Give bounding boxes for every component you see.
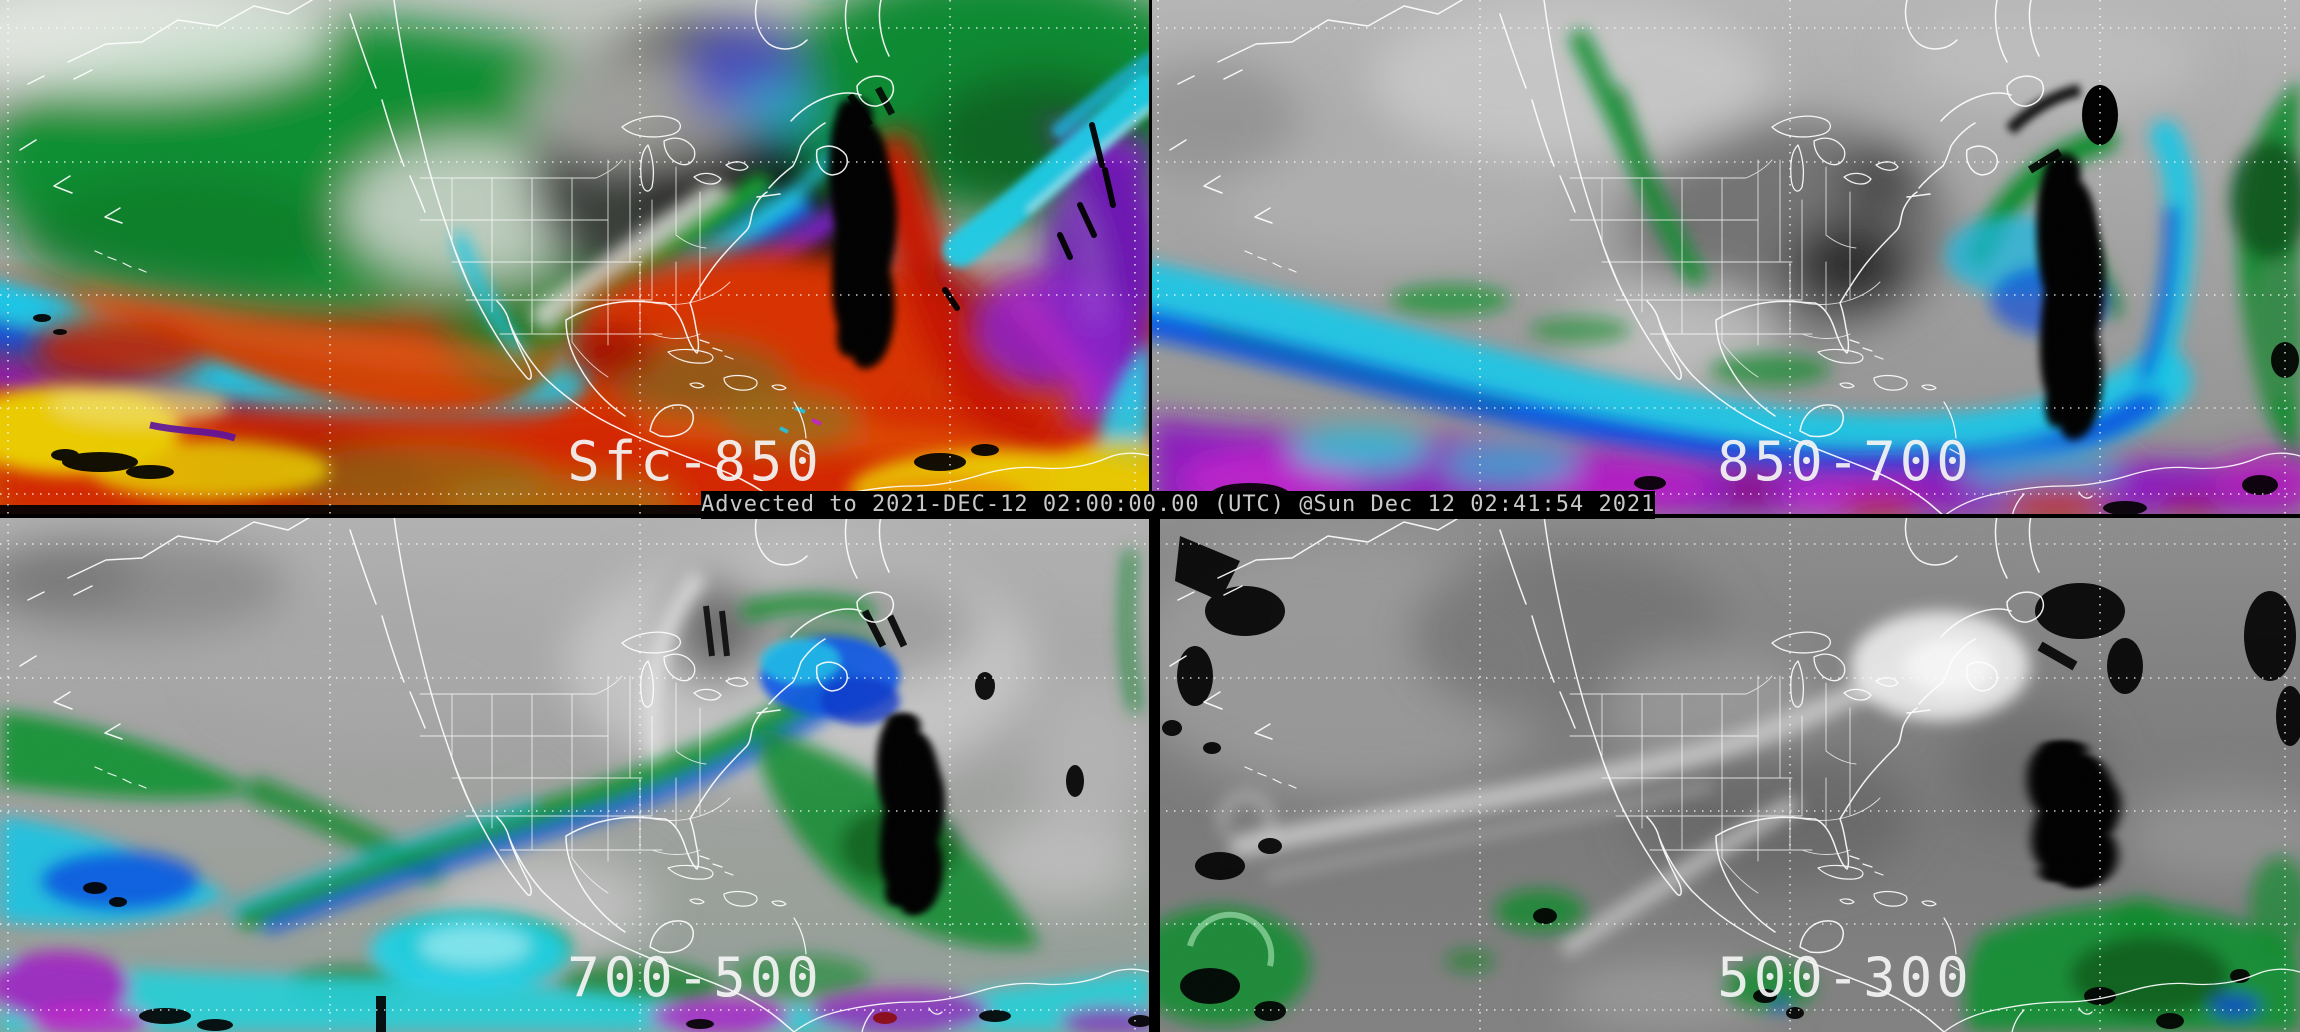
panel-label-850-700: 850-700 [1717, 430, 1973, 493]
timestamp-banner: Advected to 2021-DEC-12 02:00:00.00 (UTC… [701, 491, 1656, 519]
panel-500-300: 500-300 [1160, 518, 2300, 1032]
panel-label-700-500: 700-500 [567, 946, 823, 1009]
panel-850-700: 850-700 [1152, 0, 2300, 514]
panel-sfc-850: Sfc-850 [0, 0, 1149, 514]
panel-label-sfc-850: Sfc-850 [567, 430, 823, 493]
panel-700-500: 700-500 [0, 518, 1149, 1032]
panel-label-500-300: 500-300 [1717, 946, 1973, 1009]
